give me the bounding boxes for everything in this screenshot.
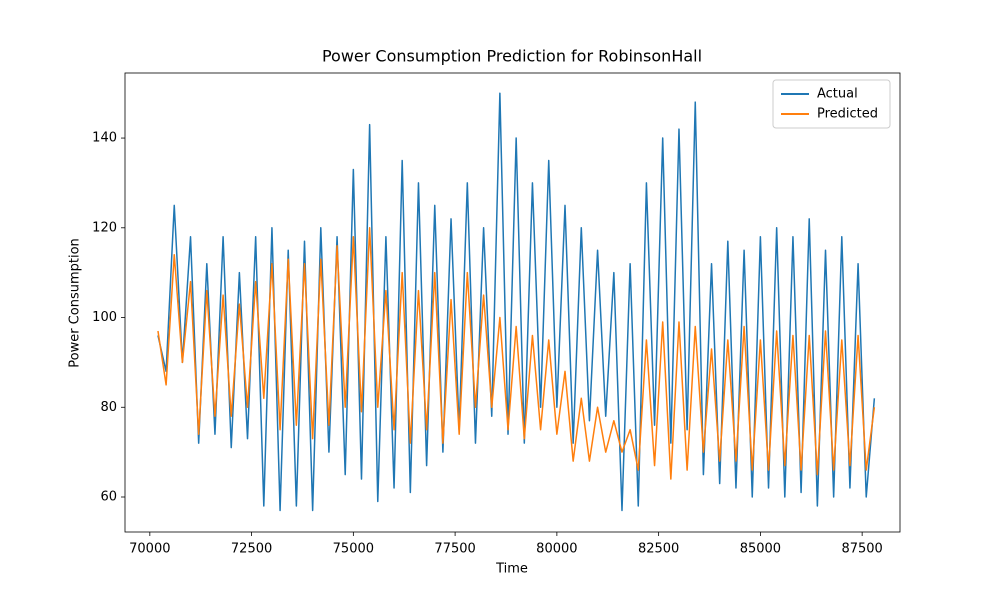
x-tick-label: 85000 xyxy=(740,542,781,557)
y-tick-label: 100 xyxy=(92,310,117,325)
legend-label: Actual xyxy=(817,87,858,102)
x-tick-label: 70000 xyxy=(129,542,170,557)
x-tick-label: 77500 xyxy=(434,542,475,557)
y-axis-label: Power Consumption xyxy=(68,238,83,368)
line-series xyxy=(157,92,876,512)
x-axis-label: Time xyxy=(495,562,528,577)
line-series xyxy=(157,227,876,480)
x-tick-label: 87500 xyxy=(841,542,882,557)
y-tick-label: 60 xyxy=(100,490,117,505)
y-tick-label: 140 xyxy=(92,131,117,146)
x-tick-label: 80000 xyxy=(536,542,577,557)
y-tick-label: 120 xyxy=(92,220,117,235)
x-tick-label: 75000 xyxy=(333,542,374,557)
x-tick-label: 82500 xyxy=(638,542,679,557)
y-tick-label: 80 xyxy=(100,400,117,415)
x-tick-label: 72500 xyxy=(231,542,272,557)
legend-box xyxy=(772,79,891,129)
plot-frame xyxy=(124,72,901,533)
legend-label: Predicted xyxy=(817,107,878,122)
chart-title: Power Consumption Prediction for Robinso… xyxy=(322,47,702,66)
